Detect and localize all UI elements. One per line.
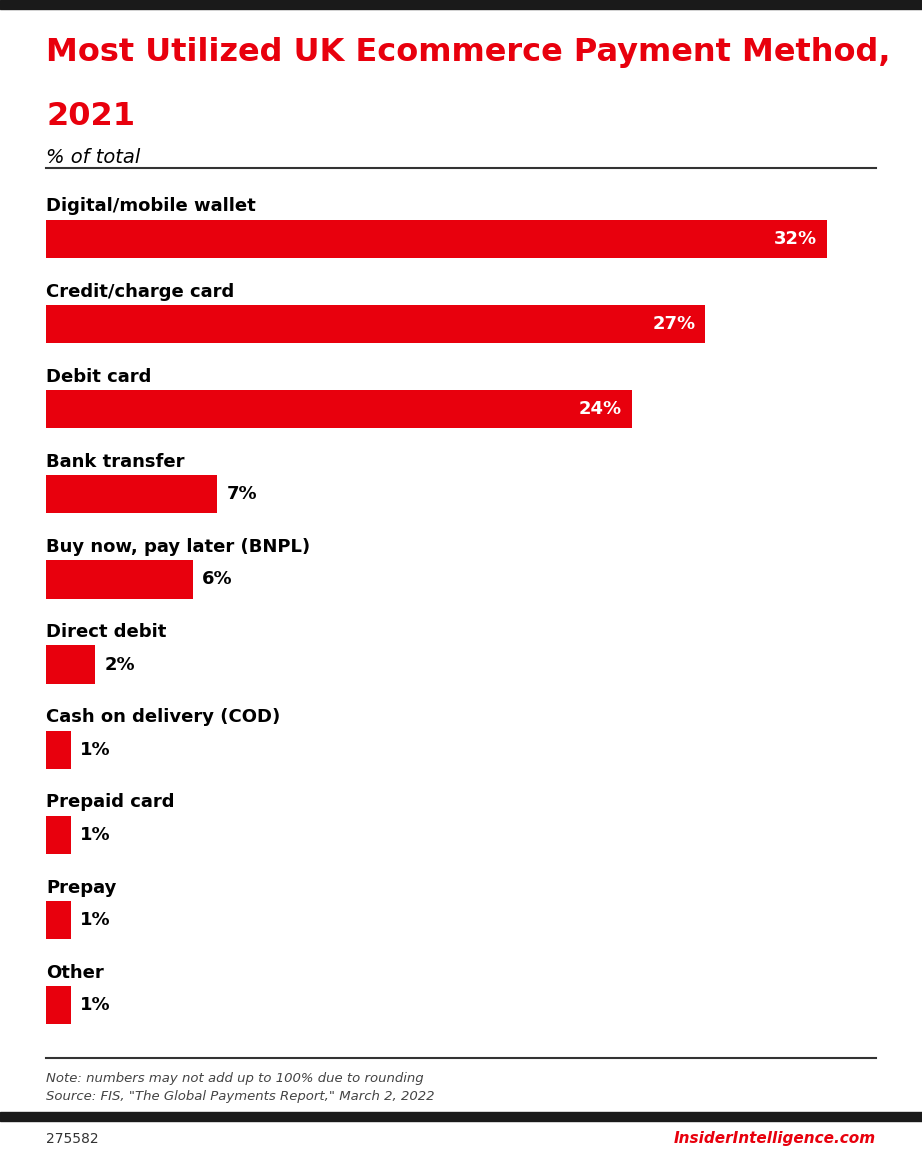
Text: Note: numbers may not add up to 100% due to rounding: Note: numbers may not add up to 100% due… — [46, 1072, 424, 1084]
Bar — [46, 561, 193, 599]
Text: 1%: 1% — [80, 825, 111, 844]
Text: Debit card: Debit card — [46, 368, 151, 386]
Text: % of total: % of total — [46, 148, 140, 166]
Text: 1%: 1% — [80, 911, 111, 929]
Text: 2021: 2021 — [46, 101, 136, 132]
Text: Buy now, pay later (BNPL): Buy now, pay later (BNPL) — [46, 538, 310, 556]
Bar — [46, 986, 70, 1024]
Text: Bank transfer: Bank transfer — [46, 453, 184, 470]
Bar — [46, 305, 705, 343]
Bar — [46, 816, 70, 854]
Text: 24%: 24% — [579, 400, 622, 418]
Text: 2%: 2% — [105, 655, 136, 674]
Bar — [46, 901, 70, 939]
Text: Source: FIS, "The Global Payments Report," March 2, 2022: Source: FIS, "The Global Payments Report… — [46, 1090, 434, 1103]
Text: Most Utilized UK Ecommerce Payment Method,: Most Utilized UK Ecommerce Payment Metho… — [46, 37, 891, 68]
Text: Credit/charge card: Credit/charge card — [46, 282, 234, 301]
Text: Other: Other — [46, 964, 104, 981]
Text: Prepaid card: Prepaid card — [46, 793, 174, 812]
Text: 1%: 1% — [80, 996, 111, 1014]
Bar — [46, 475, 217, 513]
Text: Direct debit: Direct debit — [46, 623, 167, 642]
Text: Prepay: Prepay — [46, 879, 116, 897]
Text: Digital/mobile wallet: Digital/mobile wallet — [46, 198, 255, 215]
Bar — [46, 390, 632, 428]
Text: 1%: 1% — [80, 741, 111, 758]
Text: 27%: 27% — [652, 314, 695, 333]
Bar — [46, 731, 70, 769]
Text: 32%: 32% — [774, 230, 817, 247]
Bar — [46, 645, 95, 683]
Text: InsiderIntelligence.com: InsiderIntelligence.com — [674, 1132, 876, 1146]
Text: 6%: 6% — [202, 570, 233, 588]
Text: 275582: 275582 — [46, 1132, 99, 1146]
Text: 7%: 7% — [227, 486, 257, 503]
Bar — [46, 220, 827, 258]
Text: Cash on delivery (COD): Cash on delivery (COD) — [46, 709, 280, 726]
